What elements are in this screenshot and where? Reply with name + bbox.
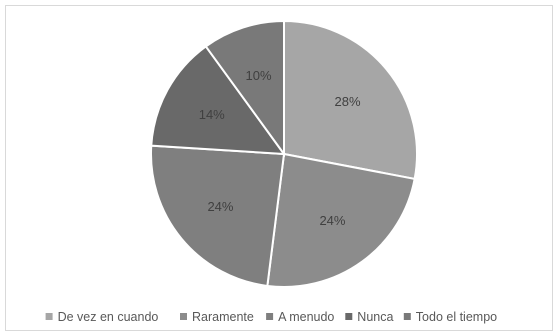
legend-marker-1 xyxy=(45,313,53,320)
legend-marker-5 xyxy=(403,313,411,320)
legend-item-3: A menudo xyxy=(266,310,334,324)
pie-slice-1 xyxy=(283,19,418,181)
legend-item-1: De vez en cuando xyxy=(45,310,159,324)
pie-slice-5 xyxy=(204,19,285,158)
legend-marker-3 xyxy=(266,313,274,320)
data-label-3: 24% xyxy=(207,199,233,214)
legend-label-4: Nunca xyxy=(357,310,393,324)
legend-label-2: Raramente xyxy=(192,310,254,324)
pie-slices xyxy=(150,19,418,288)
pie-slice-2 xyxy=(266,152,416,288)
data-label-5: 10% xyxy=(246,68,272,83)
legend-label-1: De vez en cuando xyxy=(58,310,159,324)
legend-item-2: Raramente xyxy=(180,310,254,324)
legend-label-3: A menudo xyxy=(278,310,334,324)
data-label-1: 28% xyxy=(335,94,361,109)
legend-marker-4 xyxy=(345,313,353,320)
legend-item-5: Todo el tiempo xyxy=(403,310,497,324)
legend: De vez en cuando Raramente A menudo Nunca To… xyxy=(45,310,497,324)
pie-slice-4 xyxy=(150,45,287,156)
pie-data-labels: 28% 24% 24% 14% 10% xyxy=(199,68,361,228)
data-label-4: 14% xyxy=(199,107,225,122)
legend-item-4: Nunca xyxy=(345,310,393,324)
legend-marker-2 xyxy=(180,313,187,320)
legend-label-5: Todo el tiempo xyxy=(416,310,497,324)
pie-slice-3 xyxy=(150,144,286,288)
data-label-2: 24% xyxy=(319,213,345,228)
